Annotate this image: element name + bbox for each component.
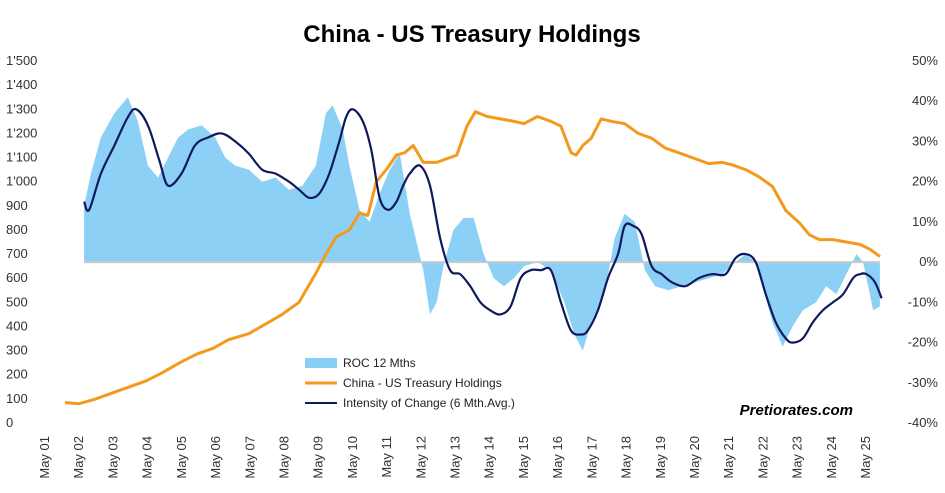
- right-tick-label: -30%: [908, 375, 939, 390]
- left-tick-label: 1'500: [6, 53, 37, 68]
- treasury-holdings-series: [64, 110, 881, 406]
- x-tick-label: May 02: [71, 436, 86, 479]
- left-tick-label: 1'400: [6, 77, 37, 92]
- right-tick-label: 0%: [919, 254, 938, 269]
- left-tick-label: 500: [6, 294, 28, 309]
- right-tick-label: -40%: [908, 415, 939, 430]
- roc-area-path: [84, 97, 880, 351]
- x-tick-label: May 08: [276, 436, 291, 479]
- x-tick-label: May 23: [790, 436, 805, 479]
- intensity-change-series: [83, 107, 883, 344]
- watermark: Pretiorates.com: [740, 402, 853, 419]
- x-tick-label: May 16: [550, 436, 565, 479]
- x-tick-label: May 18: [619, 436, 634, 479]
- x-tick-label: May 17: [584, 436, 599, 479]
- left-tick-label: 100: [6, 391, 28, 406]
- right-tick-label: 20%: [912, 174, 938, 189]
- left-tick-label: 400: [6, 318, 28, 333]
- right-tick-label: 50%: [912, 53, 938, 68]
- legend-label-intensity: Intensity of Change (6 Mth.Avg.): [343, 396, 515, 410]
- legend: ROC 12 Mths China - US Treasury Holdings…: [305, 356, 515, 410]
- x-tick-label: May 22: [755, 436, 770, 479]
- x-tick-label: May 20: [687, 436, 702, 479]
- left-tick-label: 200: [6, 367, 28, 382]
- left-tick-label: 1'100: [6, 150, 37, 165]
- left-axis-ticks: 1'500 1'400 1'300 1'200 1'100 1'000 900 800 700 6…: [6, 53, 37, 430]
- x-tick-label: May 12: [413, 436, 428, 479]
- x-tick-label: May 09: [311, 436, 326, 479]
- left-tick-label: 1'000: [6, 174, 37, 189]
- right-tick-label: -20%: [908, 335, 939, 350]
- x-tick-label: May 25: [858, 436, 873, 479]
- x-tick-label: May 04: [140, 436, 155, 479]
- chart-title: China - US Treasury Holdings: [303, 21, 640, 48]
- x-tick-label: May 05: [174, 436, 189, 479]
- x-tick-label: May 14: [482, 436, 497, 479]
- left-tick-label: 600: [6, 270, 28, 285]
- left-tick-label: 1'300: [6, 101, 37, 116]
- x-tick-label: May 01: [37, 436, 52, 479]
- intensity-change-line: [83, 107, 883, 344]
- right-tick-label: 40%: [912, 93, 938, 108]
- left-tick-label: 1'200: [6, 125, 37, 140]
- roc-area-series: [84, 97, 880, 351]
- x-tick-label: May 21: [721, 436, 736, 479]
- right-axis-ticks: 50% 40% 30% 20% 10% 0% -10% -20% -30% -40%: [908, 53, 939, 430]
- legend-swatch-roc: [305, 358, 337, 368]
- right-tick-label: 10%: [912, 214, 938, 229]
- x-tick-label: May 06: [208, 436, 223, 479]
- x-tick-label: May 07: [242, 436, 257, 479]
- legend-label-holdings: China - US Treasury Holdings: [343, 376, 502, 390]
- x-axis-ticks: May 01 May 02 May 03 May 04 May 05 May 06 May …: [37, 436, 873, 479]
- left-tick-label: 300: [6, 343, 28, 358]
- x-tick-label: May 11: [379, 436, 394, 478]
- x-tick-label: May 24: [824, 436, 839, 479]
- x-tick-label: May 13: [448, 436, 463, 479]
- right-tick-label: -10%: [908, 294, 939, 309]
- treasury-holdings-line: [64, 110, 881, 406]
- left-tick-label: 700: [6, 246, 28, 261]
- x-tick-label: May 15: [516, 436, 531, 479]
- left-tick-label: 0: [6, 415, 13, 430]
- x-tick-label: May 19: [653, 436, 668, 479]
- x-tick-label: May 03: [105, 436, 120, 479]
- left-tick-label: 900: [6, 198, 28, 213]
- left-tick-label: 800: [6, 222, 28, 237]
- legend-label-roc: ROC 12 Mths: [343, 356, 416, 370]
- x-tick-label: May 10: [345, 436, 360, 479]
- right-tick-label: 30%: [912, 133, 938, 148]
